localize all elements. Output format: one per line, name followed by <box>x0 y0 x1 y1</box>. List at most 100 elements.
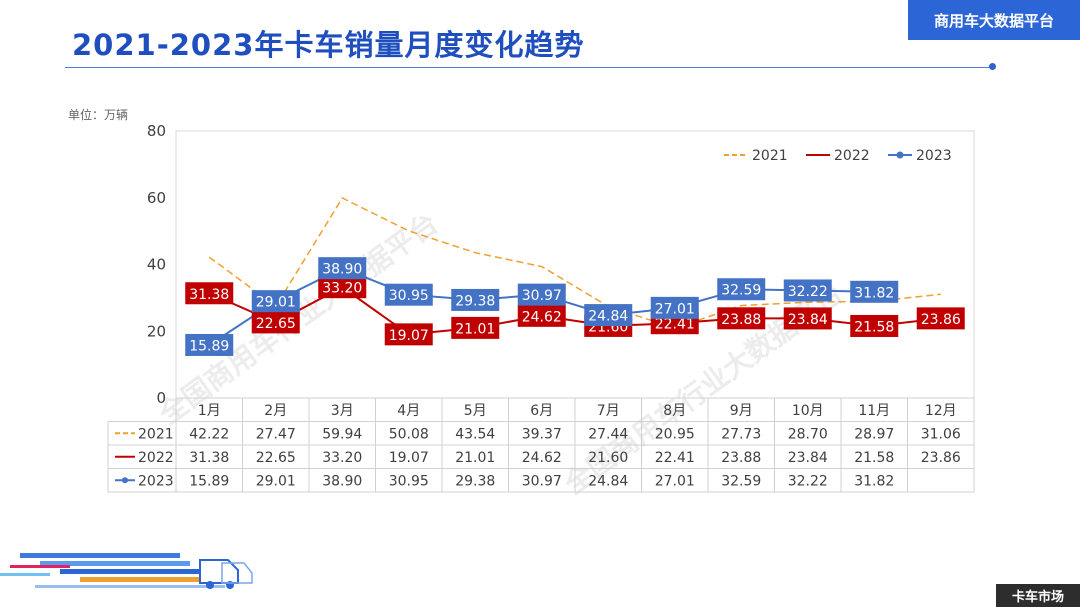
data-label-2022: 22.41 <box>655 317 695 333</box>
plot-area-border <box>175 130 975 399</box>
table-cell: 27.44 <box>588 427 628 443</box>
table-cell: 21.58 <box>854 450 894 466</box>
table-series-name: 2023 <box>138 474 174 490</box>
data-label-box-2023 <box>783 279 832 302</box>
table-cell: 27.73 <box>721 427 761 443</box>
data-label-2022: 23.86 <box>921 312 961 328</box>
y-tick-label: 0 <box>156 389 166 407</box>
table-cell: 59.94 <box>322 427 362 443</box>
y-tick-label: 80 <box>147 122 166 140</box>
table-cell: 42.22 <box>189 427 229 443</box>
data-label-2023: 27.01 <box>655 301 695 317</box>
table-cell: 32.22 <box>788 474 828 490</box>
data-label-2023: 15.89 <box>189 338 229 354</box>
table-legend-marker <box>122 477 128 484</box>
table-cell: 27.47 <box>256 427 296 443</box>
data-label-box-2022 <box>451 316 500 339</box>
data-label-2022: 23.88 <box>721 312 761 328</box>
data-label-box-2022 <box>318 276 367 299</box>
x-tick-label: 5月 <box>464 403 487 419</box>
data-label-2022: 22.65 <box>256 316 296 332</box>
x-tick-label: 1月 <box>198 403 221 419</box>
table-cell: 23.86 <box>921 450 961 466</box>
data-label-box-2023 <box>185 333 234 356</box>
data-label-box-2022 <box>185 282 234 305</box>
data-label-box-2023 <box>318 257 367 280</box>
table-cell: 21.01 <box>455 450 495 466</box>
legend-label-2022: 2022 <box>834 148 870 164</box>
table-cell: 22.41 <box>655 450 695 466</box>
truck-logo-graphic <box>0 553 253 589</box>
legend-label-2021: 2021 <box>752 148 788 164</box>
table-cell: 29.38 <box>455 474 495 490</box>
x-tick-label: 11月 <box>858 403 890 419</box>
data-label-box-2022 <box>384 323 433 346</box>
x-tick-label: 4月 <box>397 403 420 419</box>
x-tick-label: 3月 <box>331 403 354 419</box>
table-cell: 28.97 <box>854 427 894 443</box>
data-label-2023: 24.84 <box>588 309 628 325</box>
table-cell: 15.89 <box>189 474 229 490</box>
x-tick-label: 2月 <box>264 403 287 419</box>
table-series-name: 2022 <box>138 450 174 466</box>
data-label-2023: 29.01 <box>256 295 296 311</box>
table-cell: 30.97 <box>522 474 562 490</box>
data-label-box-2023 <box>251 290 300 313</box>
data-label-2022: 23.84 <box>788 312 828 328</box>
table-cell: 38.90 <box>322 474 362 490</box>
title-divider <box>65 67 994 68</box>
table-cell: 24.84 <box>588 474 628 490</box>
data-label-2023: 30.95 <box>389 288 429 304</box>
table-cell: 23.84 <box>788 450 828 466</box>
table-cell: 33.20 <box>322 450 362 466</box>
data-label-2022: 21.58 <box>854 319 894 335</box>
brand-tab: 商用车大数据平台 <box>908 0 1080 40</box>
table-cell: 20.95 <box>655 427 695 443</box>
data-label-2023: 29.38 <box>455 293 495 309</box>
table-cell: 22.65 <box>256 450 296 466</box>
data-label-box-2023 <box>517 283 566 306</box>
x-tick-label: 8月 <box>663 403 686 419</box>
data-label-2023: 31.82 <box>854 285 894 301</box>
data-label-box-2023 <box>850 280 899 303</box>
x-tick-label: 7月 <box>597 403 620 419</box>
data-label-box-2022 <box>717 307 766 330</box>
data-label-2023: 30.97 <box>522 288 562 304</box>
data-label-box-2022 <box>517 304 566 327</box>
table-cell: 30.95 <box>389 474 429 490</box>
table-cell: 29.01 <box>256 474 296 490</box>
x-tick-label: 12月 <box>925 403 957 419</box>
data-label-2022: 33.20 <box>322 281 362 297</box>
data-label-2022: 31.38 <box>189 287 229 303</box>
table-cell: 27.01 <box>655 474 695 490</box>
footer-tag: 卡车市场 <box>996 584 1080 607</box>
title-divider-dot <box>989 63 996 70</box>
table-cell: 32.59 <box>721 474 761 490</box>
unit-label: 单位：万辆 <box>68 108 129 122</box>
table-cell: 31.06 <box>921 427 961 443</box>
table-cell: 21.60 <box>588 450 628 466</box>
table-cell: 39.37 <box>522 427 562 443</box>
table-cell: 24.62 <box>522 450 562 466</box>
table-cell: 50.08 <box>389 427 429 443</box>
data-label-box-2022 <box>916 307 965 330</box>
data-label-box-2023 <box>384 283 433 306</box>
data-label-2022: 19.07 <box>389 328 429 344</box>
y-tick-label: 40 <box>147 256 166 274</box>
legend-label-2023: 2023 <box>916 148 952 164</box>
x-tick-label: 9月 <box>730 403 753 419</box>
data-label-2023: 32.22 <box>788 284 828 300</box>
data-label-2022: 24.62 <box>522 309 562 325</box>
table-series-name: 2021 <box>138 427 174 443</box>
data-label-2023: 32.59 <box>721 283 761 299</box>
data-label-2022: 21.01 <box>455 321 495 337</box>
data-label-box-2022 <box>850 314 899 337</box>
table-cell: 28.70 <box>788 427 828 443</box>
table-cell: 43.54 <box>455 427 495 443</box>
data-label-box-2023 <box>717 278 766 301</box>
data-label-2023: 38.90 <box>322 262 362 278</box>
table-cell: 31.82 <box>854 474 894 490</box>
y-tick-label: 60 <box>147 189 166 207</box>
data-label-box-2022 <box>251 311 300 334</box>
